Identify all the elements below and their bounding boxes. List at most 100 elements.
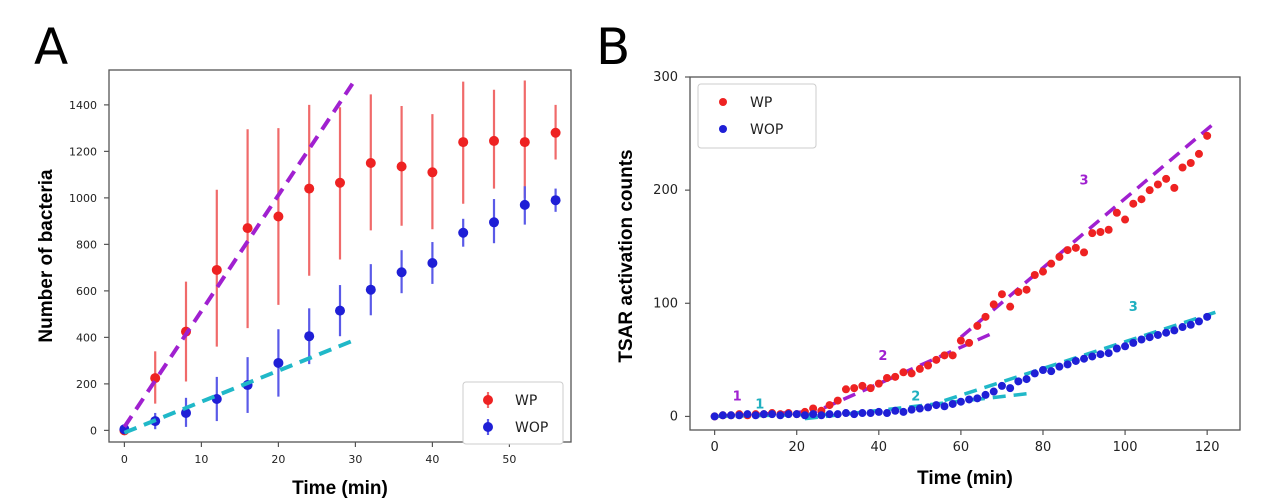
segment-annotation: 1 [733, 390, 742, 405]
x-tick-label: 120 [1195, 440, 1220, 455]
data-point-wp [891, 372, 900, 381]
y-tick-label: 600 [76, 285, 97, 298]
data-point-wop [891, 406, 900, 415]
data-point-wop [989, 387, 998, 396]
data-point-wop [335, 305, 345, 316]
plot-frame [689, 76, 1241, 431]
data-point-wp [965, 338, 974, 347]
segment-annotation: 2 [911, 390, 920, 405]
data-point-wp [1153, 180, 1162, 189]
data-point-wp [1088, 229, 1097, 238]
data-point-wop [1022, 375, 1031, 384]
data-point-wop [718, 411, 727, 420]
data-point-wop [1129, 338, 1138, 347]
data-point-wop [858, 409, 867, 418]
data-point-wop [1153, 330, 1162, 339]
data-point-wp [489, 135, 499, 146]
data-point-wp [1137, 195, 1146, 204]
data-point-wp [1080, 248, 1089, 257]
data-point-wop [396, 267, 407, 278]
data-point-wp [825, 401, 834, 410]
data-point-wop [817, 411, 826, 420]
data-point-wp [1014, 287, 1023, 296]
data-point-wp [997, 290, 1006, 299]
data-point-wop [1112, 344, 1121, 353]
data-point-wp [841, 385, 850, 394]
data-point-wop [1063, 360, 1072, 369]
data-point-wp [850, 384, 859, 393]
panel-a-letter: A [34, 18, 68, 76]
fit-line [943, 310, 1216, 403]
data-point-wop [784, 410, 793, 419]
data-point-wop [489, 217, 499, 228]
legend-box [697, 83, 817, 149]
data-point-wp [1038, 267, 1047, 276]
data-point-wop [850, 410, 859, 419]
data-point-wop [809, 410, 818, 419]
data-point-wp [915, 364, 924, 373]
data-point-wop [1006, 384, 1015, 393]
data-point-wop [550, 195, 561, 206]
data-point-wp [1055, 252, 1064, 261]
y-tick-label: 1000 [69, 192, 97, 205]
data-point-wop [743, 410, 752, 419]
legend-marker-wop [719, 125, 727, 133]
data-point-wop [1162, 328, 1171, 337]
data-point-wp [989, 300, 998, 309]
x-tick-label: 20 [788, 440, 805, 455]
data-point-wop [458, 227, 469, 238]
data-point-wp [809, 404, 818, 413]
plot-frame [108, 69, 572, 443]
data-point-wp [1178, 163, 1187, 172]
x-tick-label: 10 [194, 453, 208, 466]
data-point-wop [1080, 354, 1089, 363]
data-point-wp [940, 351, 949, 360]
y-tick-label: 100 [653, 296, 678, 311]
data-point-wp [550, 127, 561, 138]
data-point-wop [427, 257, 438, 268]
x-tick-label: 20 [271, 453, 285, 466]
legend-label-wp: WP [750, 95, 772, 111]
y-tick-label: 0 [670, 409, 678, 424]
data-point-wp [1022, 285, 1031, 294]
data-point-wp [242, 223, 253, 234]
y-tick-label: 200 [76, 378, 97, 391]
data-point-wp [335, 177, 345, 188]
data-point-wop [1088, 352, 1097, 361]
data-point-wop [965, 395, 974, 404]
data-point-wop [759, 410, 768, 419]
data-point-wp [1121, 215, 1130, 224]
legend-marker-wop [483, 422, 493, 432]
data-point-wop [1030, 369, 1039, 378]
x-tick-label: 40 [425, 453, 439, 466]
data-point-wop [833, 410, 842, 419]
data-point-wop [1038, 366, 1047, 375]
data-point-wop [1071, 356, 1080, 365]
data-point-wop [1096, 350, 1105, 359]
data-point-wop [932, 401, 941, 410]
segment-annotation: 3 [1129, 300, 1138, 315]
data-point-wop [841, 409, 850, 418]
panel-b-letter: B [596, 18, 630, 76]
data-point-wp [1162, 174, 1171, 183]
data-point-wp [396, 161, 407, 172]
data-point-wop [997, 381, 1006, 390]
data-point-wp [519, 137, 530, 148]
y-tick-label: 1400 [69, 99, 97, 112]
legend-label-wop: WOP [750, 122, 783, 138]
data-point-wp [1104, 225, 1113, 234]
data-point-wop [1194, 317, 1203, 326]
data-point-wop [883, 409, 892, 418]
data-point-wp [1186, 158, 1195, 167]
data-point-wp [833, 396, 842, 405]
x-tick-label: 50 [502, 453, 516, 466]
data-point-wp [1170, 183, 1179, 192]
data-point-wop [768, 410, 777, 419]
x-tick-label: 0 [710, 440, 718, 455]
data-point-wp [899, 368, 908, 377]
fit-line [804, 331, 995, 419]
data-point-wp [874, 379, 883, 388]
chart-a: 0 10 20 30 40 50 0 200 400 600 800 1000 1200 1400 Time… [36, 69, 572, 499]
fit-line [804, 392, 1027, 421]
